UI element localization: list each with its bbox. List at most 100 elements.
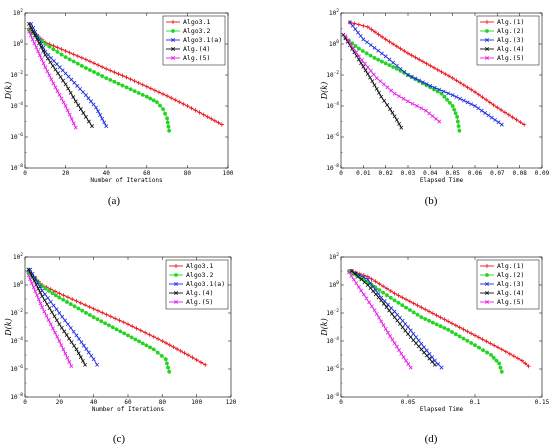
legend-entry: Alg.(1) — [497, 262, 524, 270]
data-point — [389, 88, 393, 93]
data-point — [52, 59, 56, 64]
data-point — [86, 119, 91, 124]
data-point — [171, 344, 176, 350]
data-point — [84, 310, 88, 315]
legend-entry: Alg.(4) — [186, 289, 213, 297]
data-point — [476, 92, 481, 97]
data-point — [385, 85, 390, 90]
y-tick-label: 10-6 — [326, 132, 339, 141]
y-tick-label: 10-4 — [10, 336, 23, 345]
data-point — [484, 97, 489, 102]
data-point — [95, 362, 100, 367]
data-point — [43, 286, 48, 291]
data-point — [79, 55, 84, 60]
data-point — [104, 66, 109, 71]
data-point — [66, 74, 71, 79]
legend-entry: Alg.(5) — [186, 298, 213, 306]
data-point — [476, 106, 481, 111]
data-point — [423, 108, 428, 113]
data-point — [387, 39, 392, 44]
data-point — [190, 355, 195, 360]
data-point — [181, 101, 186, 107]
data-point — [134, 326, 139, 331]
data-point — [53, 67, 58, 72]
data-point — [394, 44, 399, 49]
data-point — [406, 73, 410, 77]
data-point — [347, 20, 352, 25]
data-point — [203, 362, 208, 367]
data-point — [354, 281, 359, 286]
legend-marker — [484, 263, 490, 269]
data-point — [379, 298, 384, 303]
x-tick-label: 0.07 — [490, 170, 505, 177]
data-point — [95, 317, 100, 322]
data-point — [55, 50, 60, 54]
data-point — [205, 114, 210, 119]
data-point — [76, 306, 81, 311]
y-tick-label: 10-4 — [326, 336, 339, 345]
data-point — [439, 69, 444, 74]
data-point — [346, 38, 351, 43]
x-tick-label: 0 — [23, 170, 27, 177]
legend-marker — [484, 19, 490, 25]
data-point — [50, 291, 55, 296]
data-point — [95, 308, 101, 313]
data-point — [465, 329, 470, 334]
data-point — [384, 305, 389, 310]
data-point — [461, 98, 466, 103]
data-point — [381, 301, 386, 306]
data-point — [398, 46, 403, 51]
data-point — [71, 95, 76, 100]
x-tick-label: 20 — [62, 170, 70, 177]
data-point — [144, 343, 149, 348]
x-tick-label: 120 — [226, 399, 237, 406]
data-point — [163, 340, 169, 346]
data-point — [100, 310, 105, 315]
data-point — [368, 286, 373, 291]
data-point — [76, 351, 81, 356]
data-point — [526, 364, 531, 369]
data-point — [114, 327, 119, 332]
data-point — [359, 61, 364, 66]
data-point — [400, 295, 405, 300]
data-point — [165, 361, 169, 366]
data-point — [365, 65, 370, 70]
data-point — [151, 98, 156, 103]
data-point — [394, 66, 399, 71]
data-point — [432, 85, 437, 90]
data-point — [173, 97, 178, 103]
panel-label: (d) — [425, 433, 438, 445]
data-point — [130, 324, 135, 329]
data-point — [65, 295, 71, 300]
data-point — [364, 51, 369, 56]
data-point — [56, 71, 60, 76]
data-point — [126, 333, 130, 338]
data-point — [118, 329, 123, 334]
data-point — [65, 355, 70, 360]
data-point — [51, 43, 56, 48]
data-point — [428, 83, 433, 88]
y-axis-label: D(k) — [320, 82, 329, 101]
data-point — [438, 315, 443, 320]
legend: Alg.(1)Alg.(2)Alg.(3)Alg.(4)Alg.(5) — [476, 259, 540, 310]
data-point — [48, 299, 53, 304]
data-point — [404, 358, 408, 363]
x-tick-label: 0.03 — [401, 170, 416, 177]
data-point — [376, 57, 381, 62]
data-point — [356, 54, 361, 59]
data-point — [32, 41, 37, 46]
y-tick-label: 10-6 — [10, 132, 23, 141]
y-tick-label: 10-6 — [326, 364, 339, 373]
data-point — [469, 331, 474, 336]
data-point — [385, 330, 390, 335]
data-point — [122, 331, 127, 336]
data-point — [50, 310, 54, 315]
data-point — [377, 315, 381, 320]
x-tick-label: 0.01 — [356, 170, 371, 177]
data-point — [376, 48, 381, 53]
data-point — [374, 86, 379, 91]
data-point — [194, 357, 199, 362]
data-point — [185, 103, 190, 109]
data-point — [423, 307, 428, 312]
data-point — [461, 327, 466, 332]
